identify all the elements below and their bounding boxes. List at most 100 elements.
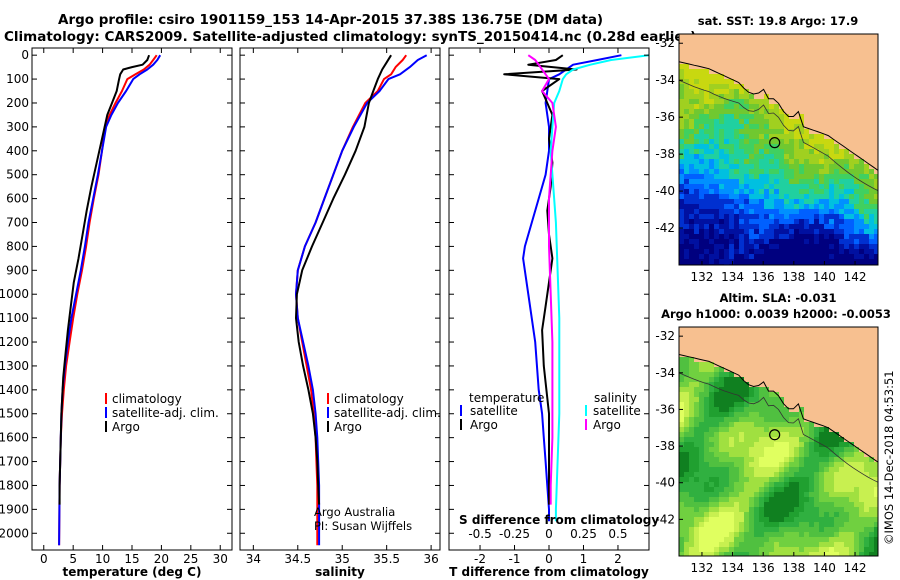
map-cell <box>814 407 820 413</box>
map-cell <box>854 422 860 428</box>
map-cell <box>689 69 695 75</box>
map-cell <box>684 69 690 75</box>
map-cell <box>819 497 825 503</box>
map-cell <box>689 442 695 448</box>
map-cell <box>809 337 815 343</box>
map-cell <box>859 432 865 438</box>
map-cell <box>679 437 685 443</box>
map-cell <box>709 357 715 363</box>
map-cell <box>799 89 805 95</box>
map-cell <box>759 387 765 393</box>
map-cell <box>854 79 860 85</box>
map-cell <box>824 184 830 190</box>
map-cell <box>844 44 850 50</box>
map-cell <box>804 467 810 473</box>
map-cell <box>809 342 815 348</box>
map-cell <box>874 114 878 120</box>
map-x-tick-label: 140 <box>813 561 836 575</box>
map-cell <box>764 447 770 453</box>
map-cell <box>829 159 835 165</box>
map-cell <box>774 34 780 40</box>
map-cell <box>804 472 810 478</box>
map-cell <box>774 124 780 130</box>
map-cell <box>794 144 800 150</box>
map-cell <box>754 542 760 548</box>
map-cell <box>799 194 805 200</box>
map-cell <box>694 169 700 175</box>
map-cell <box>839 54 845 60</box>
map-cell <box>794 407 800 413</box>
map-cell <box>859 244 865 250</box>
map-cell <box>769 442 775 448</box>
map-cell <box>804 119 810 125</box>
map-cell <box>864 337 870 343</box>
map-cell <box>764 239 770 245</box>
map-cell <box>709 259 715 265</box>
map-cell <box>819 129 825 135</box>
legend-swatch-s-satellite <box>585 405 587 416</box>
map-cell <box>729 487 735 493</box>
map-cell <box>819 487 825 493</box>
argo-float-marker <box>769 137 781 149</box>
map-cell <box>794 437 800 443</box>
map-cell <box>719 129 725 135</box>
map-cell <box>724 99 730 105</box>
map-cell <box>834 174 840 180</box>
map-cell <box>844 527 850 533</box>
map-cell <box>814 54 820 60</box>
map-cell <box>744 154 750 160</box>
map-cell <box>769 199 775 205</box>
map-cell <box>759 209 765 215</box>
map-cell <box>874 49 878 55</box>
map-cell <box>864 154 870 160</box>
map-cell <box>719 497 725 503</box>
map-cell <box>749 114 755 120</box>
map-cell <box>824 482 830 488</box>
map-cell <box>729 44 735 50</box>
map-cell <box>679 44 685 50</box>
map-cell <box>719 512 725 518</box>
map-cell <box>679 159 685 165</box>
map-cell <box>804 497 810 503</box>
map-cell <box>854 249 860 255</box>
sla-map <box>679 327 878 556</box>
map-cell <box>839 387 845 393</box>
map-cell <box>834 209 840 215</box>
map-cell <box>699 527 705 533</box>
map-cell <box>744 547 750 553</box>
map-cell <box>869 189 875 195</box>
map-cell <box>744 174 750 180</box>
map-cell <box>859 402 865 408</box>
map-cell <box>704 34 710 40</box>
map-cell <box>814 34 820 40</box>
map-cell <box>739 332 745 338</box>
y-tick-label: 600 <box>6 192 29 206</box>
map-cell <box>819 387 825 393</box>
map-cell <box>689 492 695 498</box>
map-cell <box>824 492 830 498</box>
map-cell <box>699 447 705 453</box>
map-cell <box>754 94 760 100</box>
map-cell <box>844 79 850 85</box>
map-cell <box>734 59 740 65</box>
map-cell <box>694 64 700 70</box>
map-cell <box>694 104 700 110</box>
map-cell <box>774 109 780 115</box>
map-cell <box>774 552 780 556</box>
coastline <box>679 61 878 171</box>
map-cell <box>824 437 830 443</box>
map-cell <box>789 377 795 383</box>
map-cell <box>854 204 860 210</box>
x-tick-label: 35.5 <box>373 552 400 566</box>
map-cell <box>729 382 735 388</box>
map-cell <box>784 412 790 418</box>
map-cell <box>714 452 720 458</box>
map-cell <box>809 229 815 235</box>
map-cell <box>714 347 720 353</box>
map-cell <box>774 39 780 45</box>
map-cell <box>734 159 740 165</box>
map-cell <box>829 164 835 170</box>
map-cell <box>709 99 715 105</box>
map-cell <box>854 442 860 448</box>
map-cell <box>824 44 830 50</box>
